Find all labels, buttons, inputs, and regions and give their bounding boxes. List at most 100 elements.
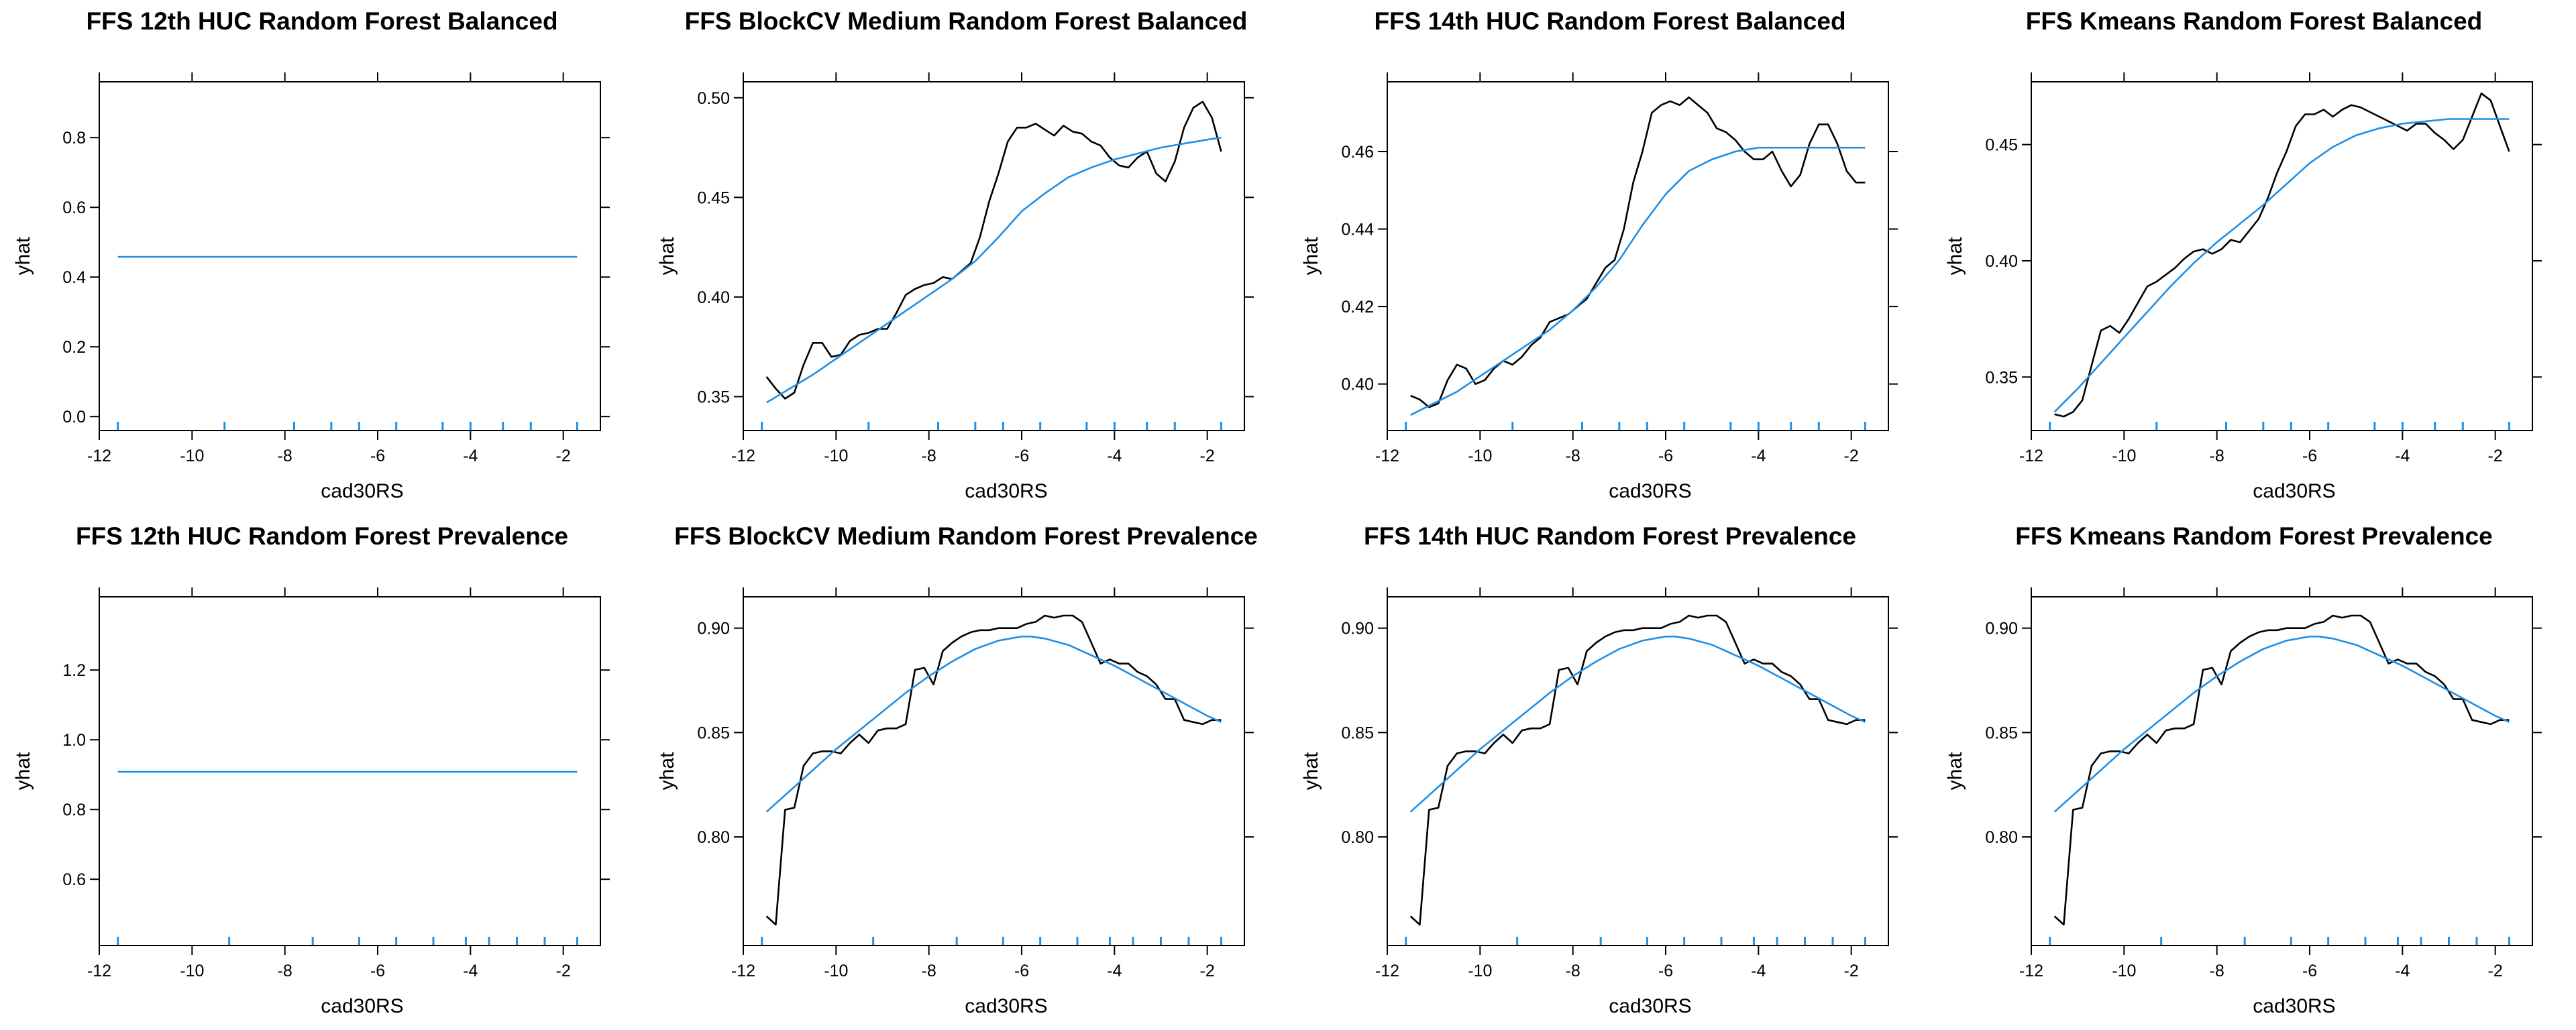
y-axis-label: yhat (12, 237, 34, 275)
x-tick-label: -6 (1658, 962, 1673, 980)
y-tick-label: 0.42 (1341, 298, 1374, 317)
y-tick-label: 0.6 (62, 198, 86, 217)
y-tick-label: 0.80 (697, 828, 730, 847)
x-tick-label: -12 (1375, 447, 1399, 465)
chart-title: FFS 14th HUC Random Forest Prevalence (1364, 522, 1856, 550)
x-tick-label: -8 (2210, 962, 2224, 980)
chart-panel-4: FFS Kmeans Random Forest Balanced cad30R… (1932, 0, 2576, 515)
x-tick-label: -6 (370, 447, 385, 465)
y-tick-label: 0.2 (62, 338, 86, 357)
chart-title: FFS 12th HUC Random Forest Prevalence (76, 522, 568, 550)
x-axis-label: cad30RS (2253, 480, 2335, 502)
chart-title: FFS Kmeans Random Forest Prevalence (2015, 522, 2492, 550)
x-axis-label: cad30RS (321, 995, 403, 1017)
x-tick-label: -2 (1844, 447, 1859, 465)
x-axis-label: cad30RS (321, 480, 403, 502)
x-tick-label: -6 (1658, 447, 1673, 465)
x-axis-label: cad30RS (1609, 480, 1691, 502)
chart-title: FFS 12th HUC Random Forest Balanced (86, 7, 557, 35)
x-tick-label: -8 (2210, 447, 2224, 465)
y-tick-label: 0.40 (1341, 376, 1374, 394)
x-tick-label: -4 (2395, 962, 2410, 980)
x-tick-label: -10 (824, 447, 848, 465)
y-tick-label: 0.4 (62, 268, 86, 287)
chart-panel-8: FFS Kmeans Random Forest Prevalence cad3… (1932, 515, 2576, 1030)
y-tick-label: 0.85 (1341, 724, 1374, 742)
x-tick-label: -4 (1751, 962, 1766, 980)
x-tick-label: -4 (463, 447, 478, 465)
y-tick-label: 0.8 (62, 801, 86, 819)
y-tick-label: 0.80 (1341, 828, 1374, 847)
x-axis-label: cad30RS (1609, 995, 1691, 1017)
chart-panel-5: FFS 12th HUC Random Forest Prevalence ca… (0, 515, 644, 1030)
y-axis-label: yhat (1944, 237, 1966, 275)
x-tick-label: -10 (824, 962, 848, 980)
plot-frame (1387, 596, 1889, 946)
chart-5-svg: FFS 12th HUC Random Forest Prevalence ca… (12, 522, 610, 1017)
smooth-line (1410, 146, 1866, 416)
y-tick-label: 0.35 (697, 388, 730, 406)
chart-panel-1: FFS 12th HUC Random Forest Balanced cad3… (0, 0, 644, 515)
chart-panel-7: FFS 14th HUC Random Forest Prevalence ca… (1288, 515, 1932, 1030)
smooth-line (765, 136, 1222, 404)
y-tick-label: 0.90 (697, 620, 730, 638)
x-tick-label: -2 (2488, 962, 2503, 980)
x-tick-label: -10 (2112, 447, 2136, 465)
pdp-line (765, 614, 1222, 926)
x-tick-label: -6 (370, 962, 385, 980)
y-tick-label: 0.44 (1341, 221, 1374, 239)
pdp-line (2053, 614, 2510, 926)
chart-panel-2: FFS BlockCV Medium Random Forest Balance… (644, 0, 1288, 515)
y-axis-label: yhat (12, 752, 34, 790)
x-tick-label: -2 (1844, 962, 1859, 980)
x-tick-label: -6 (2302, 447, 2317, 465)
y-axis-label: yhat (1300, 752, 1322, 790)
y-tick-label: 0.85 (697, 724, 730, 742)
chart-4-svg: FFS Kmeans Random Forest Balanced cad30R… (1944, 7, 2542, 502)
chart-panel-6: FFS BlockCV Medium Random Forest Prevale… (644, 515, 1288, 1030)
x-tick-label: -12 (1375, 962, 1399, 980)
y-tick-label: 1.0 (62, 731, 86, 750)
y-tick-label: 0.8 (62, 129, 86, 148)
x-tick-label: -12 (87, 447, 111, 465)
chart-title: FFS BlockCV Medium Random Forest Prevale… (674, 522, 1258, 550)
x-tick-label: -4 (2395, 447, 2410, 465)
x-tick-label: -8 (278, 962, 292, 980)
x-tick-label: -8 (1566, 962, 1580, 980)
x-tick-label: -8 (278, 447, 292, 465)
x-tick-label: -10 (180, 447, 204, 465)
chart-panel-3: FFS 14th HUC Random Forest Balanced cad3… (1288, 0, 1932, 515)
y-tick-label: 1.2 (62, 661, 86, 680)
x-tick-label: -2 (556, 962, 571, 980)
y-tick-label: 0.0 (62, 408, 86, 426)
pdp-line (1409, 614, 1866, 926)
x-tick-label: -2 (2488, 447, 2503, 465)
chart-3-svg: FFS 14th HUC Random Forest Balanced cad3… (1300, 7, 1898, 502)
x-axis-label: cad30RS (965, 995, 1047, 1017)
pdp-line (765, 101, 1222, 400)
y-tick-label: 0.45 (1985, 136, 2018, 155)
chart-8-svg: FFS Kmeans Random Forest Prevalence cad3… (1944, 522, 2542, 1017)
chart-7-svg: FFS 14th HUC Random Forest Prevalence ca… (1300, 522, 1898, 1017)
plot-frame (1387, 81, 1889, 431)
smooth-line (2053, 635, 2510, 813)
y-tick-label: 0.50 (697, 89, 730, 108)
x-tick-label: -8 (922, 962, 936, 980)
y-tick-label: 0.40 (1985, 252, 2018, 271)
x-tick-label: -4 (463, 962, 478, 980)
x-tick-label: -10 (2112, 962, 2136, 980)
plot-frame (2031, 81, 2533, 431)
pdp-line (2054, 93, 2510, 418)
x-tick-label: -10 (180, 962, 204, 980)
plot-frame (743, 596, 1245, 946)
x-tick-label: -12 (731, 962, 755, 980)
chart-title: FFS 14th HUC Random Forest Balanced (1374, 7, 1845, 35)
plot-frame (99, 81, 601, 431)
y-tick-label: 0.90 (1985, 620, 2018, 638)
x-tick-label: -12 (2019, 962, 2043, 980)
x-tick-label: -2 (1200, 962, 1215, 980)
y-tick-label: 0.80 (1985, 828, 2018, 847)
x-tick-label: -4 (1107, 447, 1122, 465)
x-tick-label: -12 (731, 447, 755, 465)
